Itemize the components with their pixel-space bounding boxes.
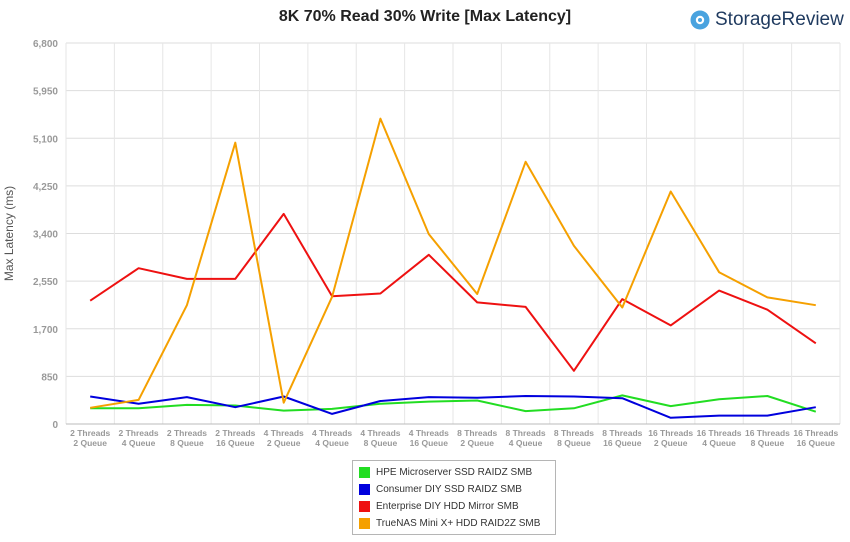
brand-name: StorageReview [715, 9, 844, 30]
legend-label: TrueNAS Mini X+ HDD RAID2Z SMB [376, 518, 541, 529]
legend-swatch [359, 518, 370, 529]
legend-item: Enterprise DIY HDD Mirror SMB [359, 498, 549, 515]
x-tick-label: 16 Threads 2 Queue [648, 428, 693, 448]
y-axis-ticks: 0 850 1,700 2,550 3,400 4,250 5,100 5,950 6,800 [33, 39, 58, 431]
x-tick-label: 2 Threads 16 Queue [215, 428, 255, 448]
series-line [90, 395, 816, 419]
legend-item: TrueNAS Mini X+ HDD RAID2Z SMB [359, 515, 549, 532]
series-line [90, 394, 817, 413]
line-chart: 08501,7002,5503,4004,2505,1005,9506,800 … [2, 39, 841, 448]
y-tick-label: 5,950 [33, 87, 58, 98]
x-tick-label: 8 Threads 4 Queue [505, 428, 545, 448]
x-tick-label: 4 Threads 16 Queue [409, 428, 449, 448]
brand-logo: StorageReview [690, 8, 844, 32]
x-axis-ticks: 2 Threads 2 Queue 2 Threads 4 Queue 2 Thread… [70, 428, 838, 448]
y-tick-label: 2,550 [33, 277, 58, 288]
x-tick-label: 16 Threads 4 Queue [697, 428, 742, 448]
legend-item: HPE Microserver SSD RAIDZ SMB [359, 464, 549, 481]
y-tick-label: 5,100 [33, 134, 58, 145]
x-tick-label: 16 Threads 16 Queue [793, 428, 838, 448]
legend: HPE Microserver SSD RAIDZ SMB Consumer DI… [352, 460, 556, 535]
x-tick-label: 8 Threads 2 Queue [457, 428, 497, 448]
x-tick-label: 2 Threads 8 Queue [167, 428, 207, 448]
x-tick-label: 16 Threads 8 Queue [745, 428, 790, 448]
legend-label: HPE Microserver SSD RAIDZ SMB [376, 467, 533, 478]
y-tick-label: 6,800 [33, 39, 58, 50]
chart-title: 8K 70% Read 30% Write [Max Latency] [278, 8, 572, 25]
y-tick-label: 850 [41, 372, 58, 383]
x-tick-label: 4 Threads 8 Queue [360, 428, 400, 448]
y-tick-label: 0 [52, 420, 58, 431]
x-tick-label: 2 Threads 4 Queue [118, 428, 158, 448]
grid-lines [65, 42, 841, 425]
series-line [90, 117, 816, 409]
storagereview-logo-icon [690, 10, 710, 30]
y-axis-label: Max Latency (ms) [2, 186, 16, 281]
legend-label: Enterprise DIY HDD Mirror SMB [376, 501, 519, 512]
legend-swatch [359, 484, 370, 495]
x-tick-label: 8 Threads 16 Queue [602, 428, 642, 448]
legend-swatch [359, 467, 370, 478]
y-tick-label: 4,250 [33, 182, 58, 193]
x-tick-label: 2 Threads 2 Queue [70, 428, 110, 448]
series-line [89, 212, 817, 372]
x-tick-label: 4 Threads 2 Queue [264, 428, 304, 448]
x-tick-label: 4 Threads 4 Queue [312, 428, 352, 448]
y-tick-label: 1,700 [33, 325, 58, 336]
legend-item: Consumer DIY SSD RAIDZ SMB [359, 481, 549, 498]
series-lines [89, 117, 817, 419]
x-tick-label: 8 Threads 8 Queue [554, 428, 594, 448]
legend-swatch [359, 501, 370, 512]
legend-label: Consumer DIY SSD RAIDZ SMB [376, 484, 522, 495]
y-tick-label: 3,400 [33, 230, 58, 241]
